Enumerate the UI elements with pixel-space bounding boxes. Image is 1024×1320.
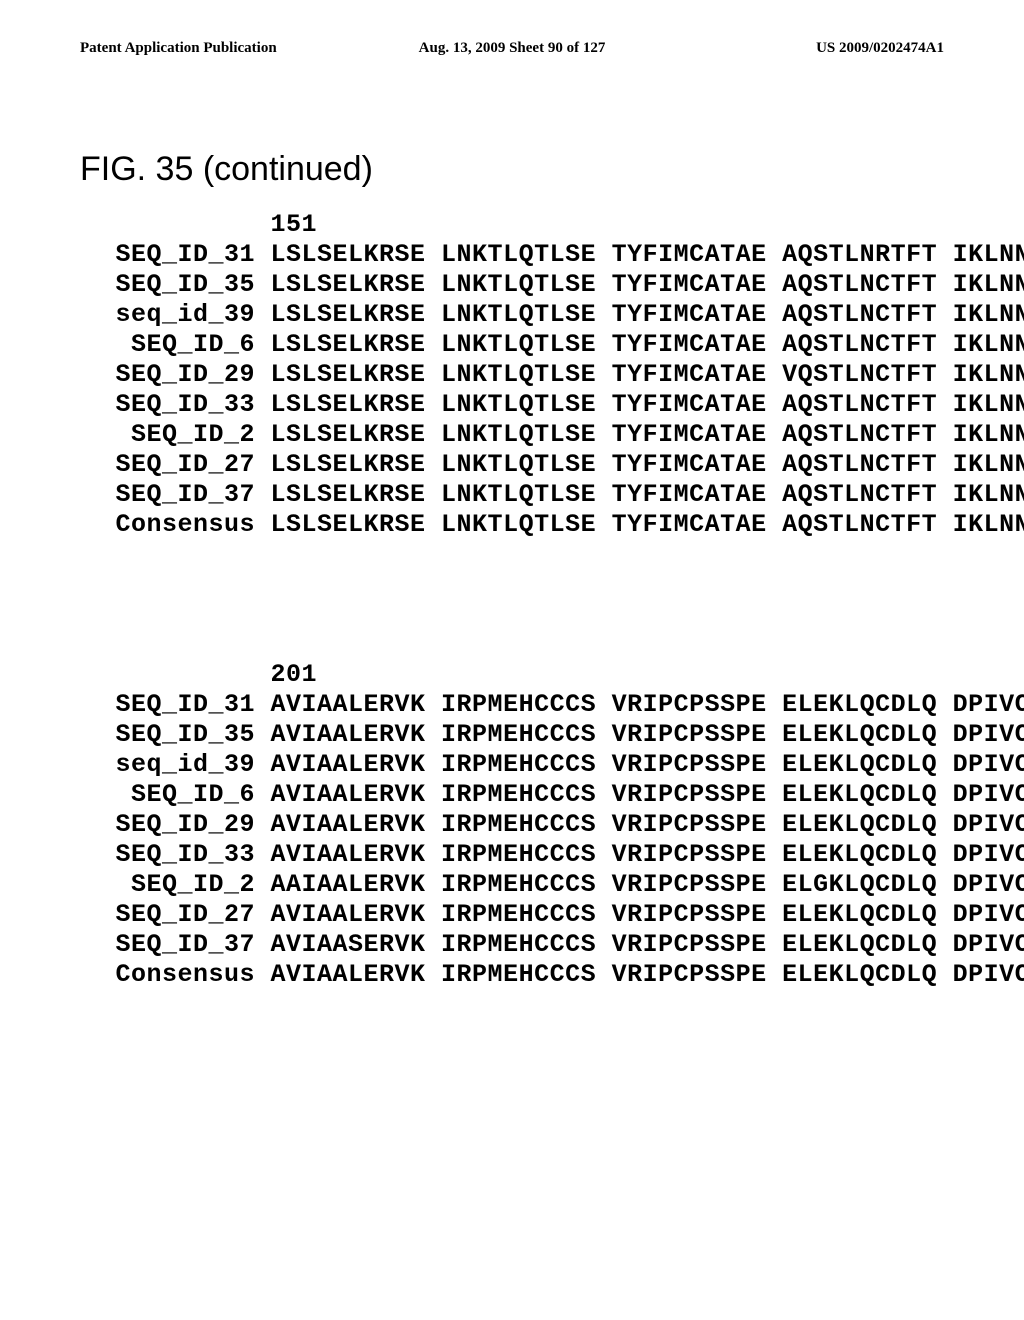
page: Patent Application Publication Aug. 13, … <box>0 0 1024 1320</box>
alignment-block: SEQ_ID_31 LSLSELKRSE LNKTLQTLSE TYFIMCAT… <box>100 240 1024 540</box>
figure-label: FIG. 35 (continued) <box>80 150 373 189</box>
alignment-ruler: 151 200 <box>100 210 1024 239</box>
header-right: US 2009/0202474A1 <box>816 40 944 57</box>
alignment-ruler: 201 250 <box>100 660 1024 689</box>
alignment-block: SEQ_ID_31 AVIAALERVK IRPMEHCCCS VRIPCPSS… <box>100 690 1024 990</box>
